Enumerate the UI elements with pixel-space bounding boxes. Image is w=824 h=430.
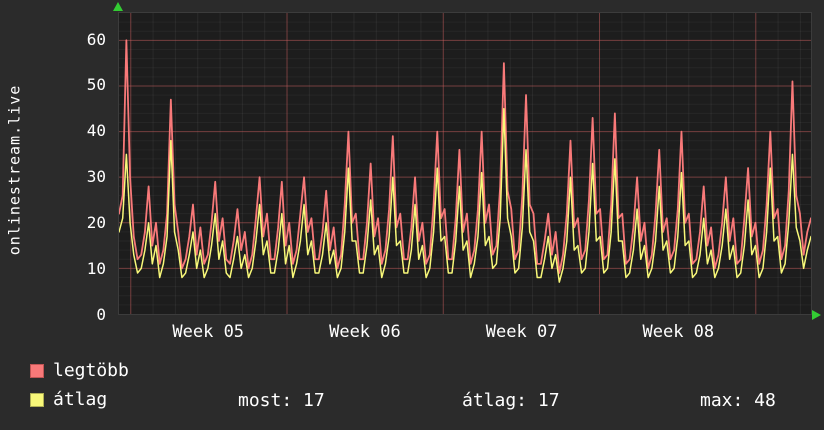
legend-row-atlag: átlag <box>30 389 108 410</box>
stat-atlag: átlag: 17 <box>462 390 560 411</box>
x-axis-week-label: Week 05 <box>172 322 245 342</box>
chart-canvas <box>119 13 811 314</box>
stat-max: max: 48 <box>700 390 776 411</box>
y-axis-arrow-icon <box>113 2 123 11</box>
y-axis-tick-label: 40 <box>86 121 106 141</box>
legend-label-atlag: átlag <box>53 389 108 410</box>
y-axis-tick-label: 0 <box>96 305 106 324</box>
series-line-1 <box>119 108 811 283</box>
legend-swatch-atlag <box>30 392 44 407</box>
chart-plot-area <box>118 12 812 315</box>
x-axis-week-label: Week 08 <box>642 322 715 342</box>
series-line-0 <box>119 39 811 274</box>
legend-row-legtobb: legtöbb <box>30 360 129 381</box>
y-axis-tick-label: 30 <box>86 167 106 187</box>
x-axis-week-label: Week 06 <box>329 322 401 342</box>
legend-swatch-legtobb <box>30 363 44 378</box>
y-axis-tick-label: 50 <box>86 75 106 95</box>
chart-vertical-title: onlinestream.live <box>5 84 24 256</box>
x-axis-arrow-icon <box>812 310 821 320</box>
stat-most: most: 17 <box>238 390 325 411</box>
y-axis-tick-label: 10 <box>86 259 106 279</box>
legend-label-legtobb: legtöbb <box>53 360 129 381</box>
y-axis-tick-label: 20 <box>86 213 106 233</box>
y-axis-tick-label: 60 <box>86 29 106 49</box>
x-axis-week-label: Week 07 <box>485 322 558 342</box>
